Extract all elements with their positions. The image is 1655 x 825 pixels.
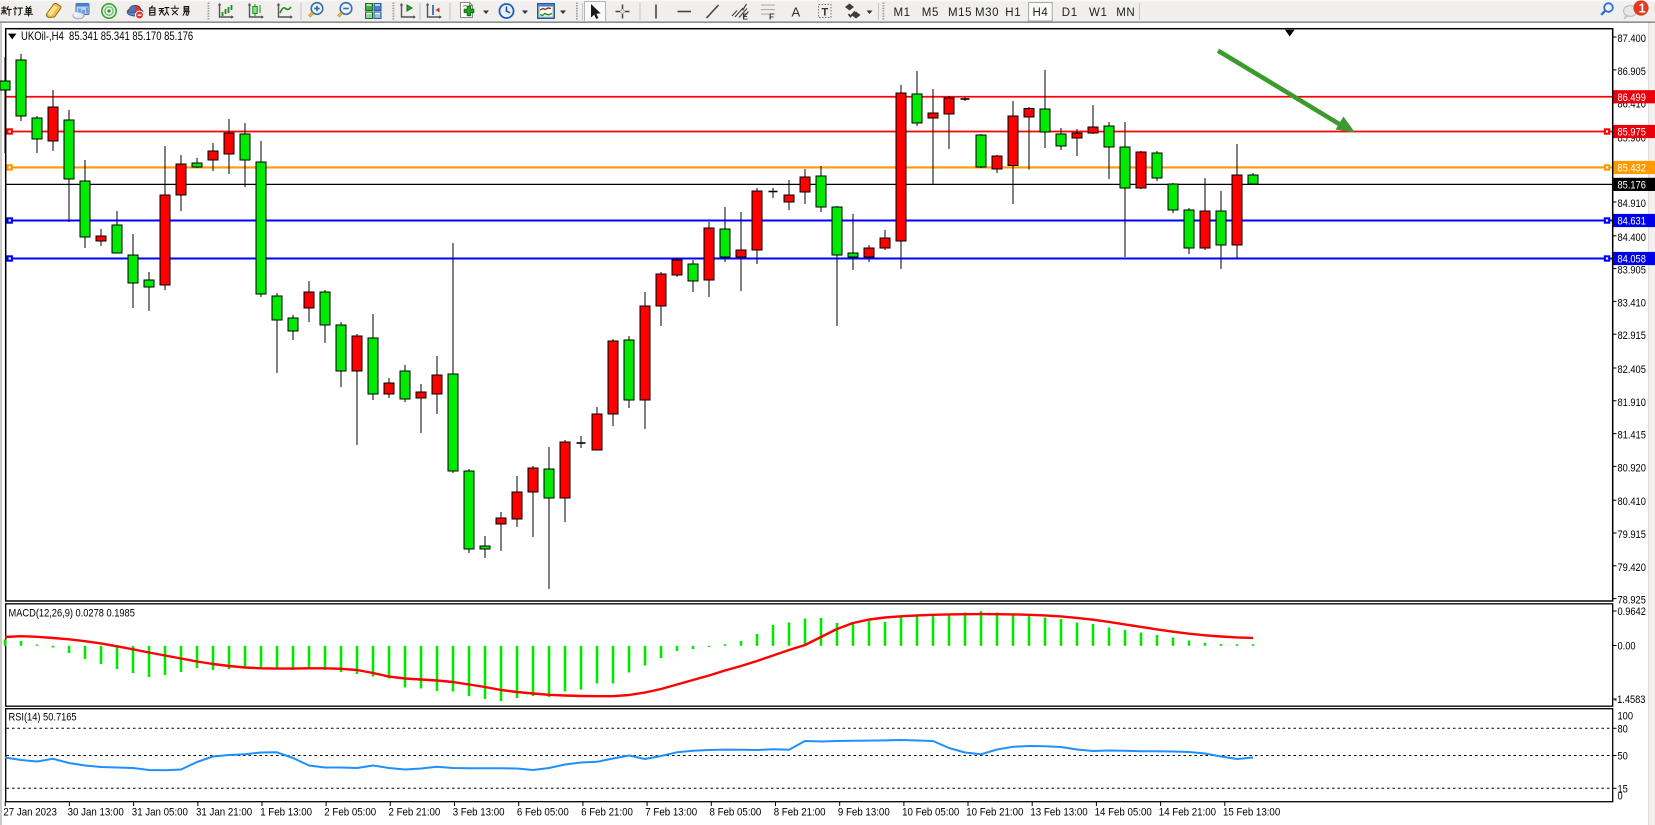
svg-text:F: F [769,13,774,22]
svg-text:MN: MN [1116,7,1135,19]
svg-text:84.910: 84.910 [1618,198,1647,210]
svg-text:MACD(12,26,9) 0.0278 0.1985: MACD(12,26,9) 0.0278 0.1985 [9,608,136,620]
svg-text:86.905: 86.905 [1618,66,1647,78]
svg-text:86.499: 86.499 [1618,92,1647,104]
svg-text:UKOil-,H4 85.341 85.341 85.17: UKOil-,H4 85.341 85.341 85.170 85.176 [21,30,193,43]
svg-text:M1: M1 [894,7,911,19]
svg-text:M15: M15 [948,7,972,19]
svg-text:M30: M30 [975,7,999,19]
svg-text:W1: W1 [1089,7,1107,19]
svg-text:RSI(14) 50.7165: RSI(14) 50.7165 [9,712,77,724]
svg-text:2 Feb 21:00: 2 Feb 21:00 [389,807,441,819]
svg-text:27 Jan 2023: 27 Jan 2023 [3,807,57,819]
svg-text:3 Feb 13:00: 3 Feb 13:00 [453,807,505,819]
svg-text:13 Feb 13:00: 13 Feb 13:00 [1030,807,1088,819]
svg-text:D1: D1 [1062,7,1078,19]
svg-text:84.400: 84.400 [1618,232,1647,244]
svg-text:9 Feb 13:00: 9 Feb 13:00 [838,807,890,819]
svg-text:85.900: 85.900 [1618,133,1647,145]
svg-text:82.915: 82.915 [1618,331,1647,343]
svg-text:8 Feb 05:00: 8 Feb 05:00 [710,807,762,819]
svg-text:0.00: 0.00 [1618,641,1636,653]
svg-text:8 Feb 21:00: 8 Feb 21:00 [774,807,826,819]
svg-text:A: A [792,5,801,20]
svg-text:31 Jan 05:00: 31 Jan 05:00 [132,807,188,819]
svg-text:14 Feb 05:00: 14 Feb 05:00 [1095,807,1153,819]
svg-text:14 Feb 21:00: 14 Feb 21:00 [1159,807,1217,819]
svg-text:80: 80 [1618,724,1629,736]
svg-text:100: 100 [1618,711,1634,723]
svg-text:81.910: 81.910 [1618,397,1647,409]
svg-text:85.432: 85.432 [1618,163,1647,175]
svg-text:86.410: 86.410 [1618,99,1647,111]
svg-text:79.420: 79.420 [1618,562,1647,574]
svg-text:2 Feb 05:00: 2 Feb 05:00 [324,807,376,819]
svg-text:10 Feb 21:00: 10 Feb 21:00 [966,807,1024,819]
svg-text:H4: H4 [1033,7,1049,19]
svg-text:83.410: 83.410 [1618,298,1647,310]
svg-text:H1: H1 [1005,7,1021,19]
svg-text:85.176: 85.176 [1618,180,1647,192]
svg-text:6 Feb 21:00: 6 Feb 21:00 [581,807,633,819]
svg-text:50: 50 [1618,751,1629,763]
svg-text:81.415: 81.415 [1618,430,1647,442]
svg-text:E: E [743,13,749,22]
svg-text:78.925: 78.925 [1618,595,1647,607]
svg-text:T: T [822,7,829,19]
svg-text:M5: M5 [922,7,939,19]
svg-text:15: 15 [1618,784,1629,796]
svg-text:15 Feb 13:00: 15 Feb 13:00 [1223,807,1281,819]
svg-text:79.915: 79.915 [1618,529,1647,541]
svg-text:84.058: 84.058 [1618,254,1647,266]
svg-text:10 Feb 05:00: 10 Feb 05:00 [902,807,960,819]
svg-text:82.405: 82.405 [1618,364,1647,376]
svg-text:80.410: 80.410 [1618,497,1647,509]
svg-text:1: 1 [1639,2,1646,16]
svg-text:0.9642: 0.9642 [1618,607,1647,619]
svg-text:84.631: 84.631 [1618,216,1647,228]
svg-text:6 Feb 05:00: 6 Feb 05:00 [517,807,569,819]
svg-text:30 Jan 13:00: 30 Jan 13:00 [68,807,124,819]
svg-text:80.920: 80.920 [1618,463,1647,475]
svg-text:87.400: 87.400 [1618,33,1647,45]
svg-text:-1.4583: -1.4583 [1614,695,1646,707]
svg-text:7 Feb 13:00: 7 Feb 13:00 [645,807,697,819]
svg-text:85.975: 85.975 [1618,127,1647,139]
svg-text:1 Feb 13:00: 1 Feb 13:00 [260,807,312,819]
svg-text:31 Jan 21:00: 31 Jan 21:00 [196,807,252,819]
svg-text:83.905: 83.905 [1618,265,1647,277]
svg-text:0: 0 [1618,791,1624,803]
